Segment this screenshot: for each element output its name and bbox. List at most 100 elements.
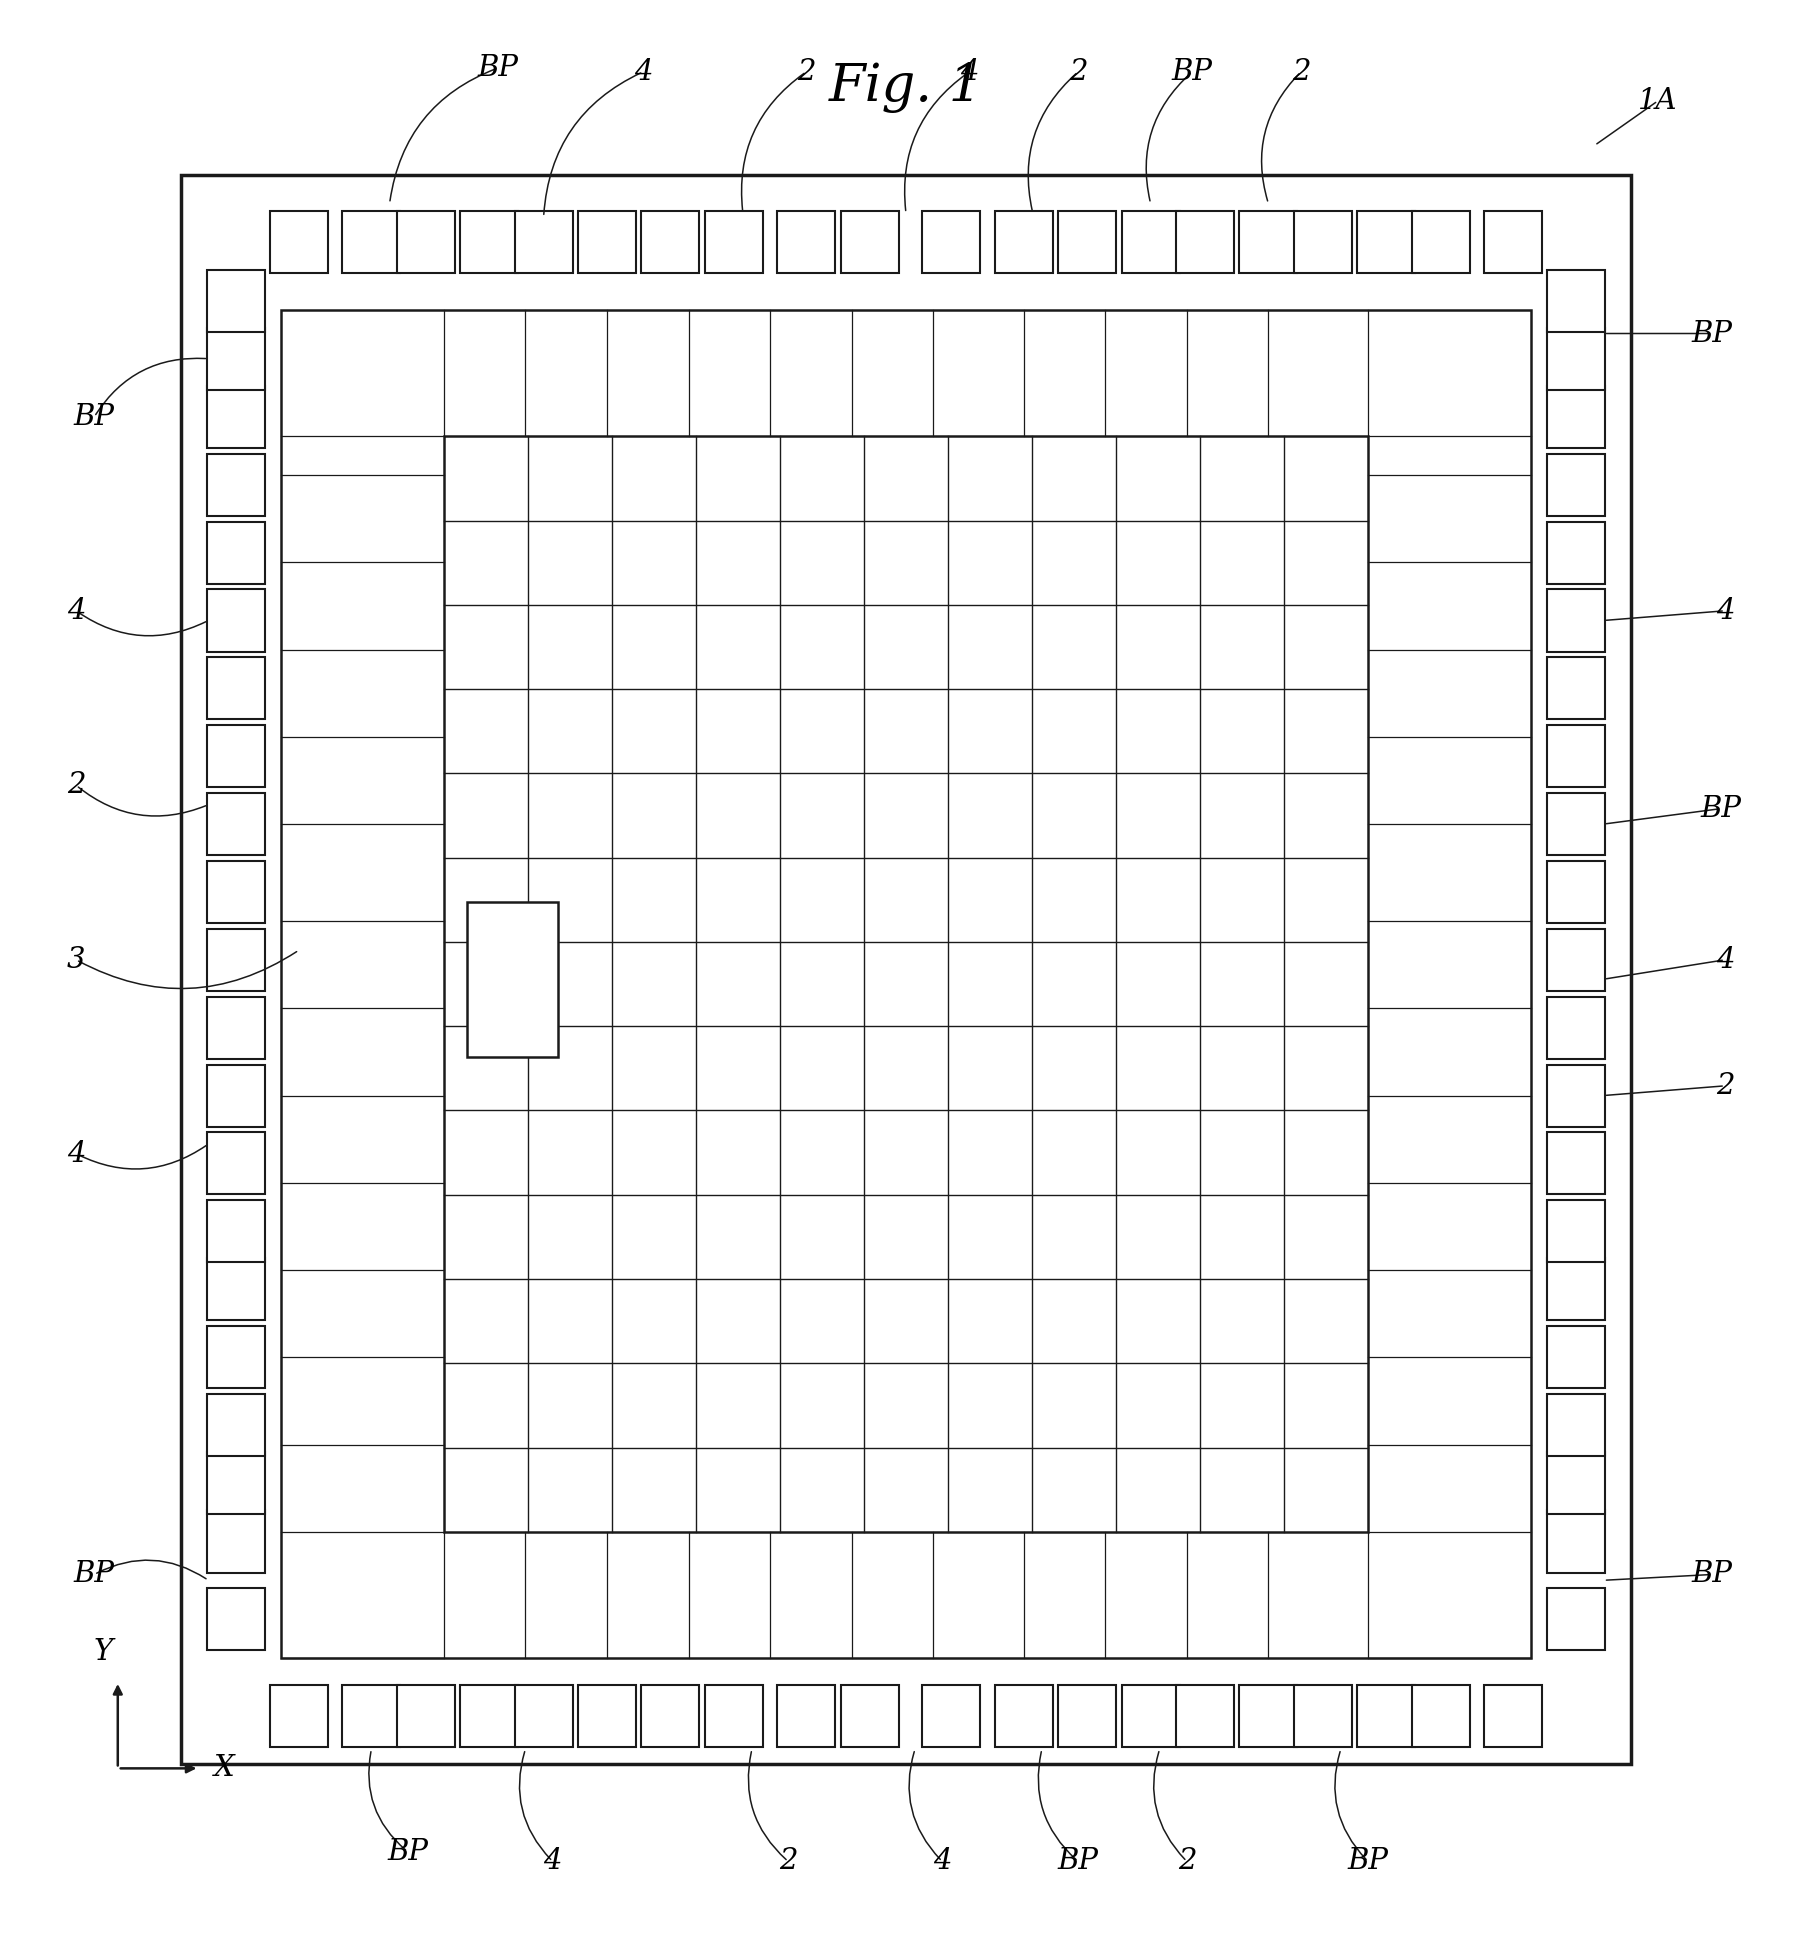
Bar (1122, 1685, 1180, 1747)
Bar (181, 175, 1631, 1764)
Bar (207, 522, 265, 584)
Bar (705, 1685, 763, 1747)
Text: BP: BP (74, 403, 114, 430)
Bar (1547, 1065, 1605, 1127)
Bar (207, 386, 265, 448)
Bar (1239, 1685, 1297, 1747)
Text: 4: 4 (1716, 597, 1734, 624)
Text: 3: 3 (67, 946, 85, 973)
Text: 2: 2 (779, 1848, 797, 1875)
Bar (922, 211, 980, 273)
Bar (1547, 386, 1605, 448)
Bar (515, 211, 573, 273)
Bar (515, 1685, 573, 1747)
Bar (207, 270, 265, 332)
Bar (1484, 1685, 1542, 1747)
Text: 1A: 1A (1638, 87, 1678, 114)
Bar (1547, 1132, 1605, 1194)
Bar (342, 1685, 400, 1747)
Bar (641, 211, 699, 273)
Text: BP: BP (1348, 1848, 1388, 1875)
Bar (207, 725, 265, 787)
Bar (207, 1394, 265, 1456)
Bar (1058, 211, 1116, 273)
Text: Y: Y (94, 1638, 112, 1666)
Bar (841, 211, 899, 273)
Text: BP: BP (1692, 320, 1732, 347)
Bar (1547, 454, 1605, 516)
Bar (1547, 270, 1605, 332)
Text: Fig. 1: Fig. 1 (828, 62, 984, 112)
Bar (444, 436, 1368, 1532)
Bar (207, 454, 265, 516)
Bar (207, 1588, 265, 1650)
Bar (641, 1685, 699, 1747)
Bar (1547, 1200, 1605, 1262)
Bar (1294, 211, 1352, 273)
Bar (1547, 929, 1605, 991)
Text: BP: BP (74, 1561, 114, 1588)
Bar (1547, 522, 1605, 584)
Bar (1547, 657, 1605, 719)
Bar (578, 211, 636, 273)
Bar (995, 211, 1053, 273)
Bar (207, 997, 265, 1059)
Text: BP: BP (1701, 795, 1741, 822)
Bar (207, 1510, 265, 1573)
Bar (1357, 211, 1415, 273)
Bar (578, 1685, 636, 1747)
Text: 4: 4 (544, 1848, 562, 1875)
Bar (1058, 1685, 1116, 1747)
Bar (1547, 1326, 1605, 1388)
Bar (207, 929, 265, 991)
Bar (1547, 1452, 1605, 1514)
Text: BP: BP (1058, 1848, 1098, 1875)
Text: 2: 2 (1716, 1072, 1734, 1099)
Text: 4: 4 (634, 58, 652, 85)
Text: 2: 2 (67, 772, 85, 799)
Bar (207, 1452, 265, 1514)
Bar (207, 1258, 265, 1320)
Bar (1484, 211, 1542, 273)
Bar (207, 1326, 265, 1388)
Bar (270, 1685, 328, 1747)
Text: BP: BP (1172, 58, 1212, 85)
Bar (207, 793, 265, 855)
Bar (841, 1685, 899, 1747)
Text: BP: BP (388, 1838, 428, 1865)
Bar (207, 657, 265, 719)
Bar (1239, 211, 1297, 273)
Bar (1547, 725, 1605, 787)
Text: 2: 2 (797, 58, 815, 85)
Bar (281, 310, 1531, 1658)
Bar (995, 1685, 1053, 1747)
Bar (1122, 211, 1180, 273)
Bar (1412, 211, 1470, 273)
Bar (1547, 1588, 1605, 1650)
Text: 4: 4 (933, 1848, 951, 1875)
Text: 4: 4 (67, 1140, 85, 1167)
Bar (207, 1200, 265, 1262)
Bar (777, 211, 835, 273)
Bar (1547, 589, 1605, 652)
Bar (1357, 1685, 1415, 1747)
Bar (922, 1685, 980, 1747)
Bar (207, 1065, 265, 1127)
Bar (705, 211, 763, 273)
Bar (270, 211, 328, 273)
Text: 4: 4 (960, 58, 978, 85)
Text: 4: 4 (1716, 946, 1734, 973)
Bar (777, 1685, 835, 1747)
Bar (1547, 328, 1605, 390)
Bar (460, 211, 518, 273)
Bar (1412, 1685, 1470, 1747)
Bar (342, 211, 400, 273)
Bar (207, 589, 265, 652)
Bar (207, 328, 265, 390)
Bar (1547, 793, 1605, 855)
Text: 2: 2 (1069, 58, 1087, 85)
Bar (1547, 861, 1605, 923)
Bar (1547, 1394, 1605, 1456)
Bar (1176, 1685, 1234, 1747)
Text: 4: 4 (67, 597, 85, 624)
